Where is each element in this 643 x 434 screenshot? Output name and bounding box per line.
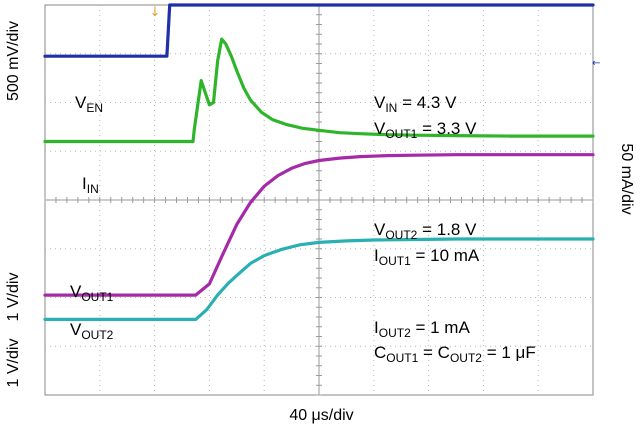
- annotation-vout2-main: V: [374, 220, 386, 239]
- grid: [44, 4, 594, 396]
- trace-vout1: [43, 153, 595, 297]
- annotation-iout1-sub: OUT1: [378, 254, 411, 268]
- x-axis-label: 40 μs/div: [289, 407, 354, 424]
- annotation-vin-main: V: [374, 93, 386, 112]
- label-ven-sub: EN: [86, 101, 104, 115]
- annotation-vout2-value: = 1.8 V: [417, 220, 477, 239]
- annotation-iout2: IOUT2 = 1 mA: [374, 319, 470, 339]
- level-marker-icon: ←: [592, 58, 600, 69]
- right-scale: 50 mA/div: [618, 143, 635, 215]
- label-vout2: VOUT2: [70, 321, 113, 341]
- trigger-marker-icon: ↓: [150, 5, 161, 20]
- annotation-iout1-main: I: [374, 246, 379, 265]
- annotation-vout1-main: V: [374, 119, 386, 138]
- label-vout1-main: V: [70, 282, 82, 301]
- annotation-iout2-value: = 1 mA: [410, 318, 470, 337]
- annotation-iout1: IOUT1 = 10 mA: [374, 247, 479, 267]
- annotation-iout2-sub: OUT2: [378, 326, 411, 340]
- trace-ven: [43, 3, 595, 58]
- annotation-iout2-main: I: [374, 318, 379, 337]
- left-scale-middle: 1 V/div: [5, 272, 22, 322]
- left-scale-bottom: 1 V/div: [5, 338, 22, 388]
- left-scale-top: 500 mV/div: [5, 20, 22, 102]
- label-ven-main: V: [75, 93, 87, 112]
- trace-iin: [43, 37, 595, 144]
- label-iin-main: I: [82, 174, 87, 193]
- annotation-vin-value: = 4.3 V: [397, 93, 457, 112]
- annotation-vout1-value: = 3.3 V: [417, 119, 477, 138]
- annotation-vout1-sub: OUT1: [385, 127, 418, 141]
- label-vout1: VOUT1: [70, 283, 113, 303]
- traces: [43, 3, 595, 321]
- label-vout2-sub: OUT2: [81, 328, 114, 342]
- annotation-cout-value: = 1 μF: [481, 343, 536, 362]
- annotation-cout-sub2: OUT2: [449, 351, 482, 365]
- annotation-cout: COUT1 = COUT2 = 1 μF: [374, 344, 536, 364]
- label-iin: IIN: [82, 175, 99, 195]
- annotation-cout-sub1: OUT1: [386, 351, 419, 365]
- annotation-cout-main: C: [374, 343, 387, 362]
- label-iin-sub: IN: [86, 182, 99, 196]
- annotation-iout1-value: = 10 mA: [410, 246, 480, 265]
- annotation-vin: VIN = 4.3 V: [374, 94, 456, 114]
- annotation-vout2: VOUT2 = 1.8 V: [374, 221, 476, 241]
- annotation-vout1: VOUT1 = 3.3 V: [374, 120, 476, 140]
- label-vout2-main: V: [70, 320, 82, 339]
- trace-vout2: [43, 237, 595, 321]
- annotation-cout-eq: = C: [418, 343, 450, 362]
- annotation-vin-sub: IN: [385, 101, 398, 115]
- label-vout1-sub: OUT1: [81, 290, 114, 304]
- label-ven: VEN: [75, 94, 103, 114]
- annotation-vout2-sub: OUT2: [385, 228, 418, 242]
